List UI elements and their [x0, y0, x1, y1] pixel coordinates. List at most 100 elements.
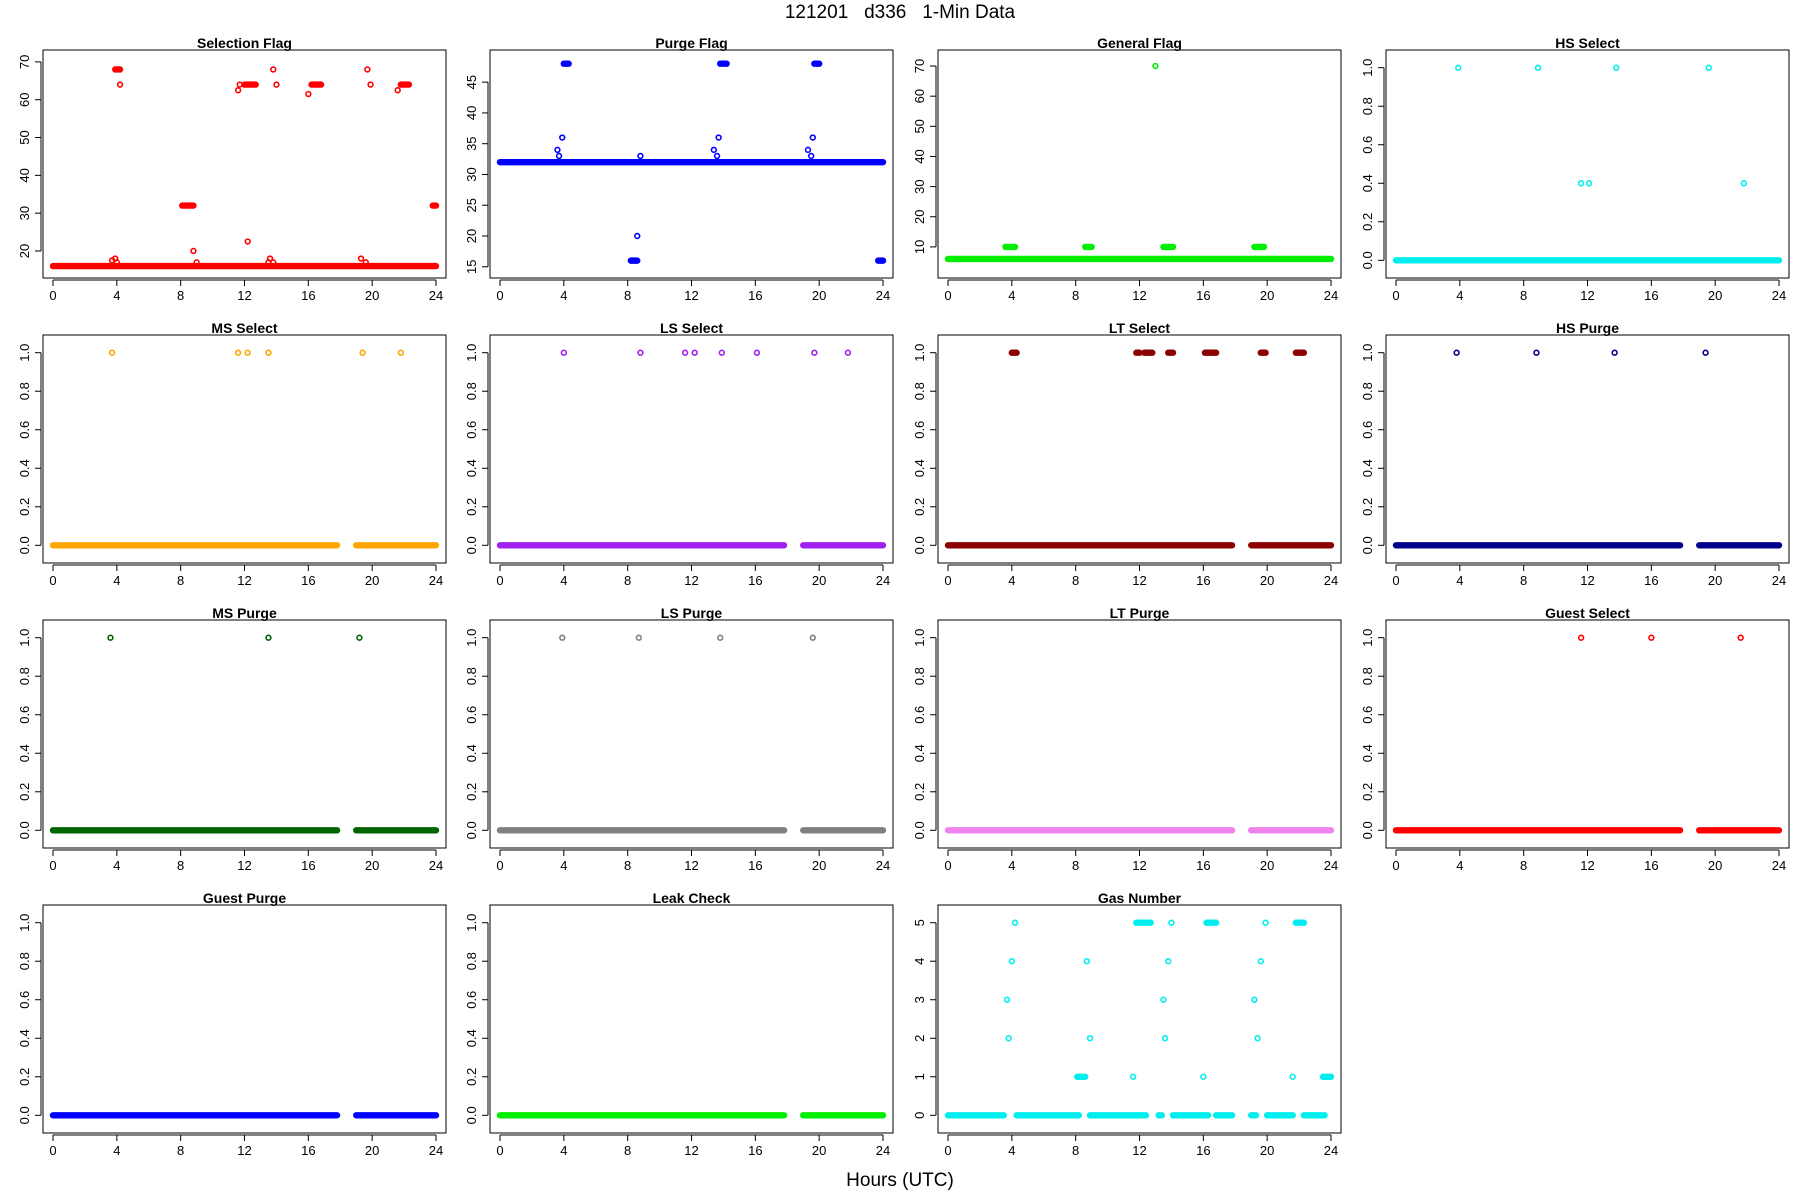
x-tick-label: 0 — [49, 1143, 56, 1158]
panel: Selection Flag 0 4 8 12 16 20 24 20 30 40 50 60 70 — [17, 35, 447, 303]
data-point — [190, 247, 197, 255]
x-tick-label: 12 — [1132, 858, 1146, 873]
plot-frame — [489, 904, 894, 1134]
y-tick-label: 0.6 — [17, 991, 32, 1009]
y-tick-label: 0.6 — [464, 706, 479, 724]
data-point — [1453, 349, 1460, 356]
x-tick-label: 0 — [1392, 288, 1399, 303]
y-tick-label: 30 — [912, 179, 927, 193]
x-tick-label: 8 — [1520, 573, 1527, 588]
y-tick-label: 0.0 — [912, 821, 927, 839]
y-tick-label: 0.2 — [912, 783, 927, 801]
data-point — [244, 349, 251, 356]
panel: HS Select 0 4 8 12 16 20 24 0.0 0.2 0.4 0.6 0.8 1.0 — [1360, 35, 1790, 303]
y-tick-label: 1.0 — [912, 629, 927, 647]
data-point — [809, 134, 816, 141]
data-point — [1005, 1035, 1012, 1042]
data-point — [367, 81, 374, 88]
x-tick-label: 8 — [1072, 573, 1079, 588]
y-tick-label: 50 — [17, 130, 32, 144]
y-tick-label: 0.2 — [464, 783, 479, 801]
data-point — [1613, 64, 1620, 71]
x-tick-label: 8 — [624, 573, 631, 588]
x-tick-label: 8 — [177, 573, 184, 588]
y-tick-label: 25 — [464, 198, 479, 212]
plot-frame — [937, 334, 1342, 564]
data-point — [1611, 349, 1618, 356]
data-point — [270, 66, 277, 73]
panel: General Flag 0 4 8 12 16 20 24 10 20 30 40 50 60 70 — [912, 35, 1342, 303]
data-point — [244, 238, 251, 245]
x-tick-label: 24 — [429, 573, 443, 588]
x-tick-label: 20 — [812, 573, 826, 588]
data-point — [394, 87, 401, 94]
x-tick-label: 20 — [812, 858, 826, 873]
y-tick-label: 1.0 — [17, 344, 32, 362]
x-tick-label: 12 — [1132, 1143, 1146, 1158]
x-tick-label: 12 — [684, 573, 698, 588]
data-point — [1160, 996, 1167, 1003]
x-tick-label: 20 — [1260, 858, 1274, 873]
data-point — [718, 349, 726, 356]
x-tick-label: 20 — [1260, 288, 1274, 303]
y-tick-label: 0.4 — [17, 459, 32, 477]
data-point — [560, 349, 568, 356]
panel-title: Leak Check — [653, 890, 731, 906]
y-tick-label: 0.4 — [1360, 459, 1375, 477]
x-tick-label: 16 — [301, 1143, 315, 1158]
y-tick-label: 0.0 — [17, 821, 32, 839]
data-point — [116, 81, 124, 88]
data-point — [681, 349, 689, 356]
x-tick-label: 12 — [684, 858, 698, 873]
x-tick-label: 20 — [1708, 858, 1722, 873]
data-point — [637, 349, 644, 356]
y-tick-label: 0.8 — [1360, 667, 1375, 685]
y-tick-label: 0.6 — [1360, 421, 1375, 439]
y-tick-label: 0.0 — [912, 536, 927, 554]
plot-frame — [42, 904, 447, 1134]
data-point — [844, 349, 852, 356]
y-tick-label: 0.6 — [912, 706, 927, 724]
y-tick-label: 0.0 — [464, 536, 479, 554]
panel-title: LT Purge — [1110, 605, 1170, 621]
x-tick-label: 16 — [301, 288, 315, 303]
data-point — [1648, 634, 1655, 641]
x-tick-label: 20 — [365, 573, 379, 588]
y-tick-label: 40 — [464, 106, 479, 120]
data-point — [193, 259, 200, 266]
panel-title: HS Purge — [1556, 320, 1619, 336]
y-tick-label: 0.0 — [464, 1106, 479, 1124]
x-tick-label: 8 — [624, 858, 631, 873]
y-tick-label: 0.2 — [17, 498, 32, 516]
x-tick-label: 16 — [748, 858, 762, 873]
x-tick-label: 24 — [1772, 858, 1786, 873]
x-tick-label: 16 — [1644, 288, 1658, 303]
y-tick-label: 60 — [912, 89, 927, 103]
x-tick-label: 24 — [1324, 573, 1338, 588]
y-tick-label: 0.8 — [17, 952, 32, 970]
panel: LT Select 0 4 8 12 16 20 24 0.0 0.2 0.4 0.6 0.8 1.0 — [912, 320, 1342, 588]
y-tick-label: 0.8 — [912, 667, 927, 685]
y-tick-label: 0.4 — [912, 459, 927, 477]
x-tick-label: 16 — [301, 573, 315, 588]
y-tick-label: 0.4 — [464, 459, 479, 477]
data-point — [1129, 1073, 1137, 1080]
y-tick-label: 0.4 — [1360, 174, 1375, 192]
data-point — [634, 232, 641, 240]
data-point — [364, 66, 371, 73]
y-tick-label: 20 — [464, 229, 479, 243]
y-tick-label: 1.0 — [1360, 59, 1375, 77]
x-tick-label: 12 — [1580, 288, 1594, 303]
panel: LS Select 0 4 8 12 16 20 24 0.0 0.2 0.4 0.6 0.8 1.0 — [464, 320, 894, 588]
x-tick-label: 0 — [496, 288, 503, 303]
x-tick-label: 20 — [1708, 573, 1722, 588]
y-tick-label: 1.0 — [17, 629, 32, 647]
y-tick-label: 2 — [912, 1035, 927, 1042]
x-tick-label: 4 — [560, 573, 567, 588]
x-tick-label: 0 — [496, 573, 503, 588]
y-tick-label: 0.8 — [464, 382, 479, 400]
x-tick-label: 0 — [1392, 858, 1399, 873]
x-tick-label: 8 — [1520, 858, 1527, 873]
y-tick-label: 0.8 — [1360, 382, 1375, 400]
